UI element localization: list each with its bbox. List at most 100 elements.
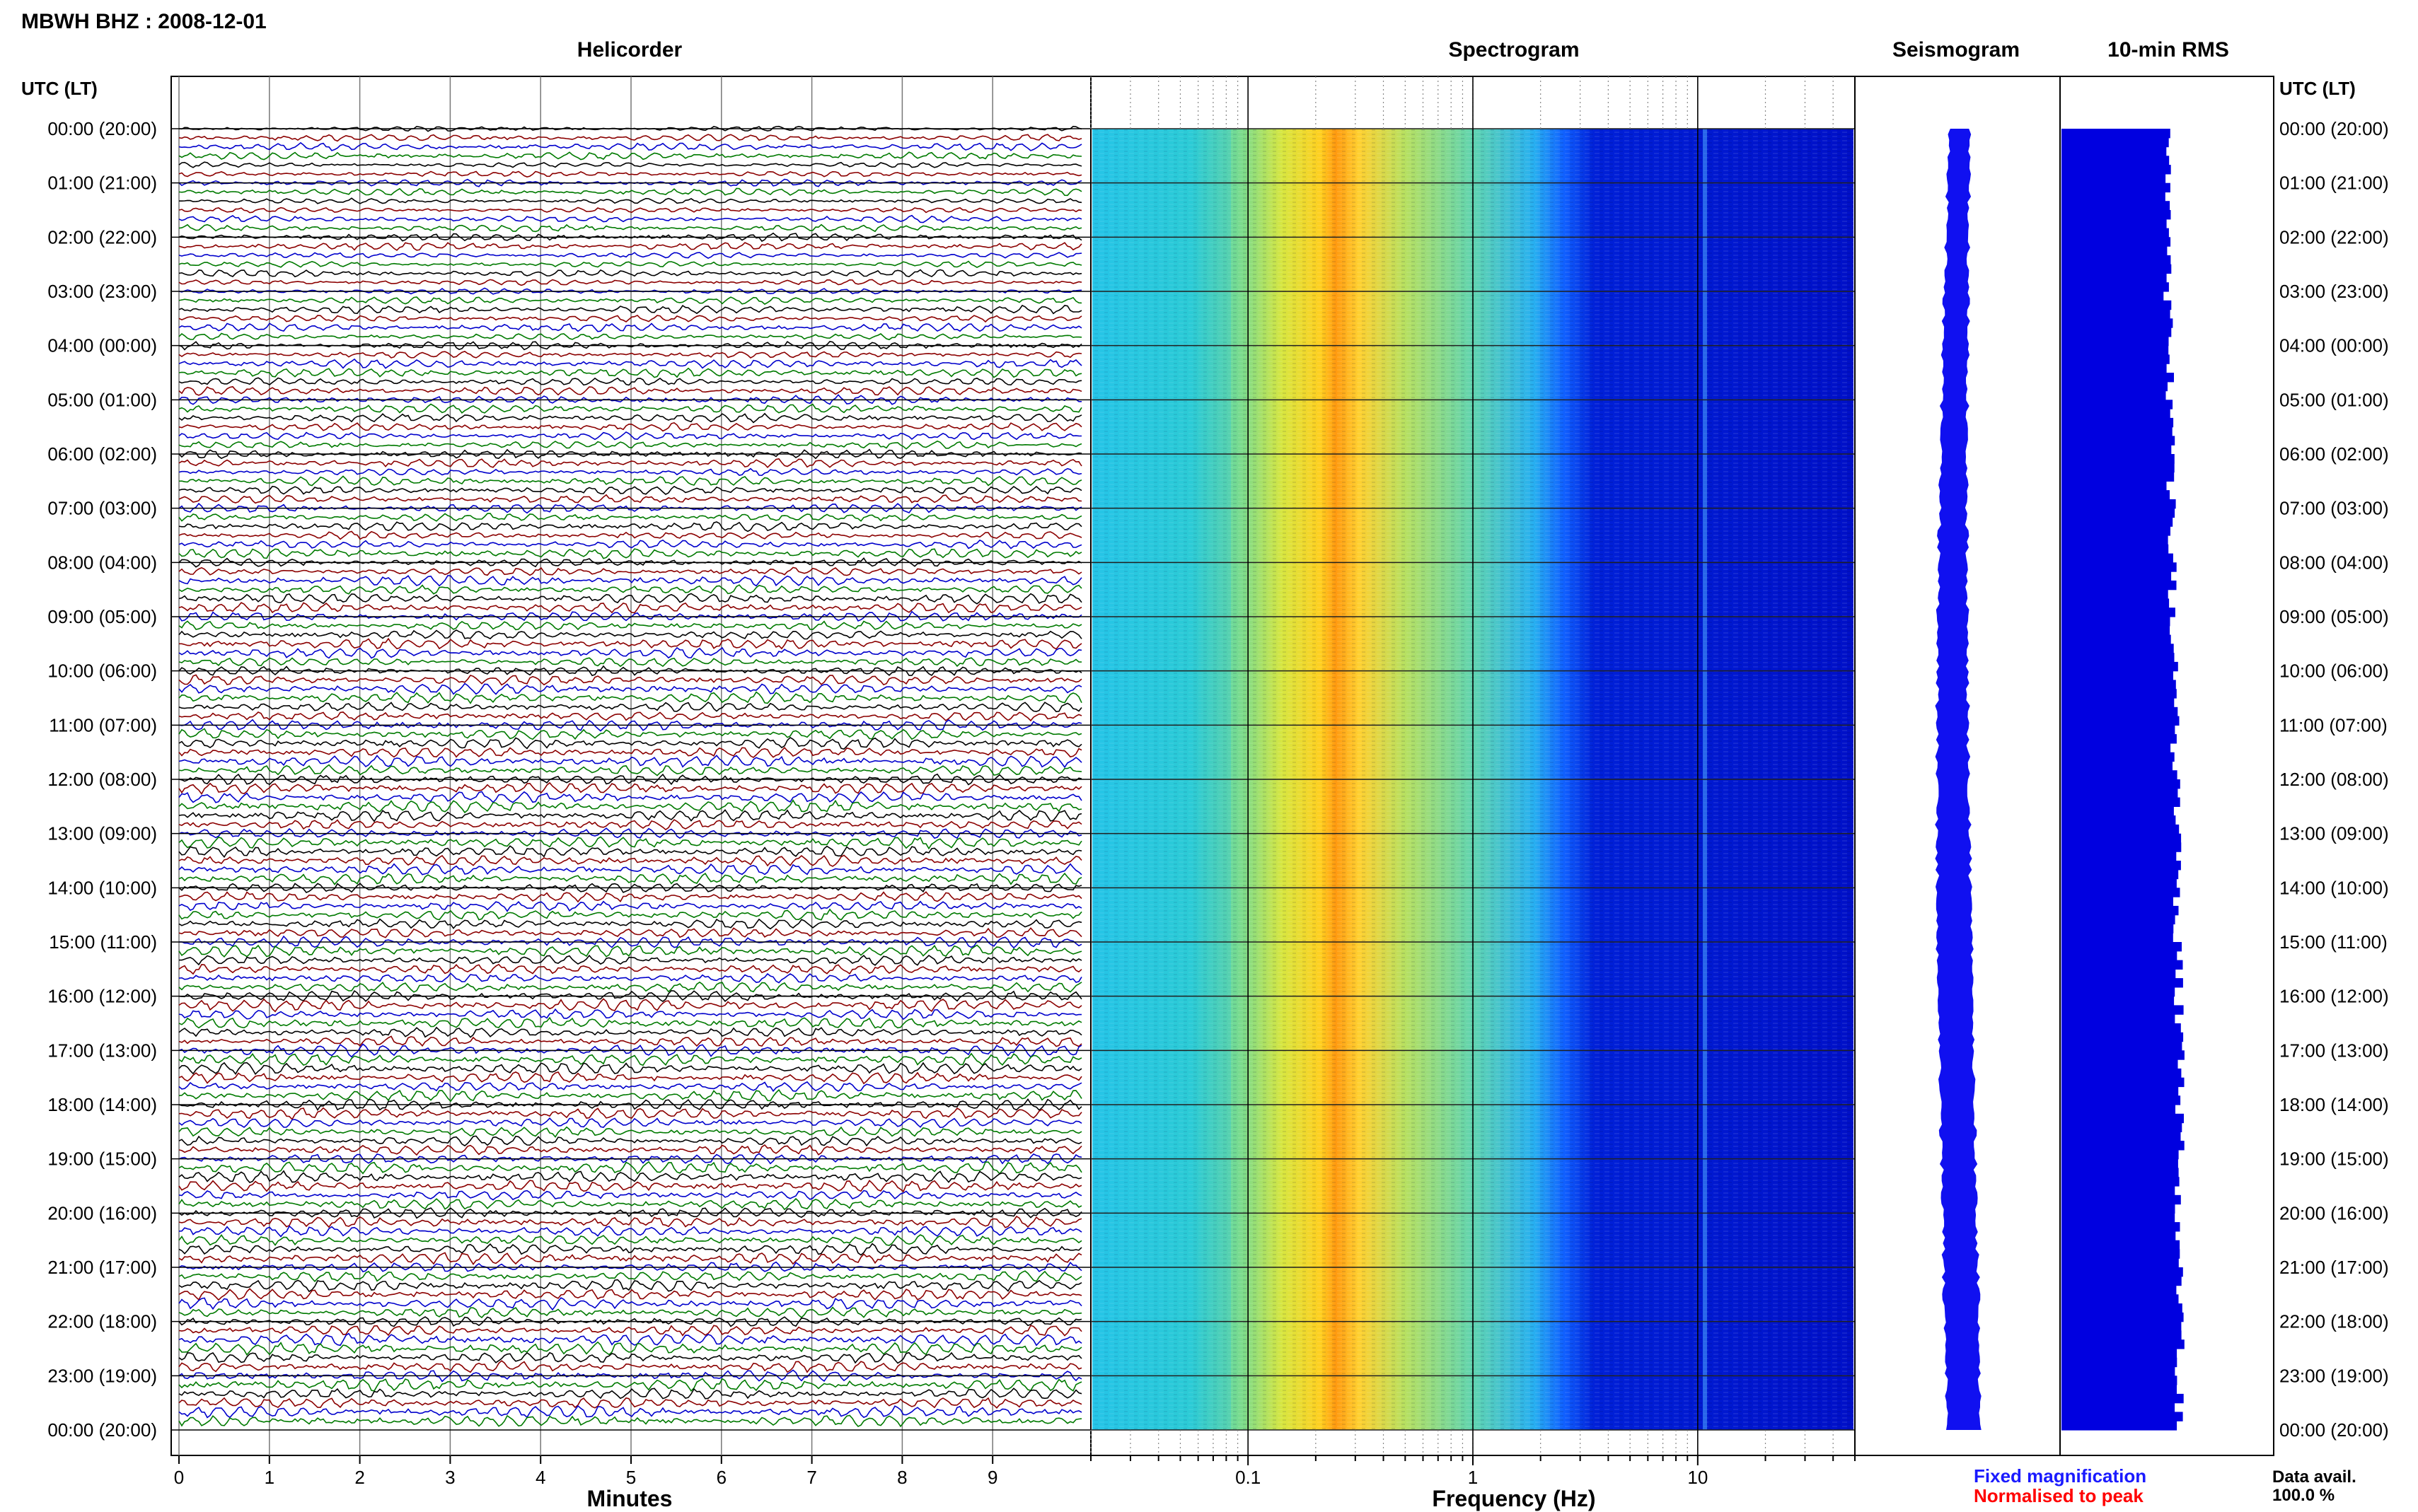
seismogram-trace [1935, 129, 1982, 1430]
rms-bar [2061, 842, 2182, 852]
utc-lt-right-header: UTC (LT) [2279, 78, 2356, 99]
rms-bar [2061, 463, 2175, 473]
helicorder-trace [178, 1405, 1082, 1419]
helicorder-trace [178, 620, 1082, 631]
helicorder-x-ticks: 0 1 2 3 4 5 6 7 8 9 [174, 1455, 997, 1488]
helicorder-trace [178, 475, 1082, 487]
helicorder-trace [178, 1297, 1082, 1311]
time-label-right: 18:00 (14:00) [2279, 1094, 2389, 1115]
spectrogram-x-axis-label: Frequency (Hz) [1432, 1486, 1595, 1511]
rms-bar [2061, 1005, 2184, 1015]
rms-bar [2061, 598, 2170, 608]
rms-bar [2061, 1158, 2178, 1169]
rms-bar [2061, 282, 2169, 292]
rms-bar [2061, 1349, 2177, 1359]
rms-bar [2061, 670, 2173, 681]
time-label-right: 11:00 (07:00) [2279, 714, 2388, 735]
rms-bar [2061, 535, 2168, 545]
helicorder-trace [178, 682, 1082, 695]
time-label-right: 01:00 (21:00) [2279, 173, 2389, 194]
time-label-left: 17:00 (13:00) [47, 1040, 157, 1061]
helicorder-panel [170, 76, 1092, 1456]
time-label-left: 15:00 (11:00) [49, 931, 157, 953]
time-label-right: 20:00 (16:00) [2279, 1202, 2389, 1223]
time-label-right: 19:00 (15:00) [2279, 1148, 2389, 1170]
rms-bar [2061, 589, 2168, 600]
helicorder-trace [178, 900, 1082, 912]
helicorder-trace [178, 1397, 1082, 1409]
rms-bar [2061, 1023, 2181, 1033]
seismogram-panel [1854, 76, 2061, 1456]
helicorder-trace [179, 637, 1082, 650]
helicorder-trace [178, 521, 1082, 533]
helicorder-trace [178, 1351, 1082, 1364]
rms-bar [2061, 219, 2167, 229]
helicorder-trace [178, 232, 1082, 243]
rms-bar [2061, 644, 2174, 653]
rms-bar [2061, 417, 2174, 428]
helicorder-trace [178, 252, 1082, 260]
rms-bar [2061, 734, 2177, 744]
helicorder-trace [178, 1081, 1082, 1093]
rms-bar [2061, 354, 2170, 364]
helicorder-trace [178, 332, 1082, 341]
helicorder-trace [178, 883, 1082, 893]
helicorder-trace [178, 854, 1082, 867]
rms-bar [2061, 1186, 2175, 1196]
helicorder-trace [178, 1088, 1082, 1103]
rms-bar [2061, 364, 2167, 373]
rms-bar [2061, 806, 2174, 816]
rms-bar [2061, 526, 2170, 536]
helicorder-trace [178, 927, 1082, 938]
rms-bar [2061, 897, 2173, 907]
time-label-right: 03:00 (23:00) [2279, 281, 2389, 302]
helicorder-trace [178, 403, 1082, 414]
helicorder-trace [178, 1270, 1082, 1283]
rms-bar [2061, 752, 2175, 762]
helicorder-trace [178, 629, 1082, 640]
helicorder-trace [178, 1071, 1082, 1085]
rms-bar [2061, 454, 2175, 464]
time-label-left: 20:00 (16:00) [47, 1202, 157, 1223]
time-label-right: 16:00 (12:00) [2279, 986, 2389, 1007]
helicorder-trace [178, 187, 1082, 197]
rms-bar [2061, 508, 2175, 518]
rms-bar [2061, 1132, 2181, 1141]
rms-bar [2061, 1294, 2179, 1304]
helicorder-trace [178, 1234, 1082, 1247]
helicorder-trace [178, 151, 1082, 161]
rms-bar [2061, 129, 2170, 139]
rms-bar [2061, 1376, 2177, 1385]
time-label-left: 09:00 (05:00) [47, 606, 157, 627]
rms-bar [2061, 182, 2170, 193]
helicorder-x-tick-label: 3 [445, 1467, 455, 1488]
time-label-right: 14:00 (10:00) [2279, 877, 2389, 898]
spectrogram-title: Spectrogram [1448, 38, 1579, 62]
rms-bar [2061, 1330, 2182, 1340]
helicorder-x-tick-label: 7 [806, 1467, 816, 1488]
time-label-left: 18:00 (14:00) [47, 1094, 157, 1115]
helicorder-trace [178, 141, 1082, 151]
time-label-right: 08:00 (04:00) [2279, 552, 2389, 573]
time-label-left: 16:00 (12:00) [47, 986, 157, 1007]
rms-bar [2061, 950, 2177, 961]
rms-panel [2059, 76, 2274, 1456]
helicorder-trace [178, 972, 1082, 984]
rms-bar [2061, 1393, 2184, 1404]
helicorder-trace [178, 170, 1082, 178]
helicorder-trace [178, 412, 1082, 424]
rms-bar [2061, 291, 2164, 301]
time-label-right: 04:00 (00:00) [2279, 335, 2389, 356]
helicorder-trace [178, 711, 1082, 722]
helicorder-trace [178, 1197, 1082, 1211]
rms-bar [2061, 210, 2171, 220]
helicorder-trace [178, 467, 1082, 477]
helicorder-trace [178, 1360, 1082, 1373]
time-label-right: 09:00 (05:00) [2279, 606, 2389, 627]
rms-bar [2061, 978, 2183, 988]
helicorder-trace [178, 981, 1082, 994]
helicorder-trace [178, 494, 1082, 504]
rms-bar [2061, 499, 2176, 509]
rms-bar [2061, 1267, 2183, 1277]
time-label-right: 23:00 (19:00) [2279, 1365, 2389, 1386]
